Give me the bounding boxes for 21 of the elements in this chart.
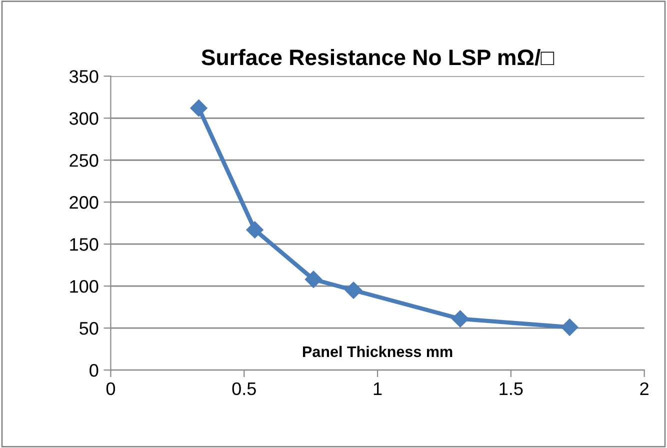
x-tick-label: 1.5 xyxy=(500,382,523,396)
y-tick-label: 300 xyxy=(69,112,98,125)
x-tick-label: 0.5 xyxy=(232,382,256,396)
point xyxy=(190,100,208,117)
point xyxy=(452,310,469,328)
y-tick-label: 50 xyxy=(80,322,98,335)
y-tick-label: 0 xyxy=(90,364,98,377)
y-tick-label: 150 xyxy=(70,238,98,251)
point xyxy=(561,318,578,336)
y-tick-label: 250 xyxy=(70,154,98,167)
y-tick-label: 100 xyxy=(70,280,98,293)
x-axis-title: Panel Thickness mm xyxy=(302,346,452,358)
point xyxy=(304,270,322,288)
chart-title: Surface Resistance No LSP mΩ/□ xyxy=(202,48,554,66)
point xyxy=(246,221,264,238)
x-tick-label: 1 xyxy=(374,382,382,395)
x-tick-label: 2 xyxy=(640,382,648,395)
y-tick-label: 200 xyxy=(70,196,98,209)
y-tick-label: 350 xyxy=(69,70,98,83)
point xyxy=(344,282,362,299)
x-tick-label: 0 xyxy=(106,382,116,396)
